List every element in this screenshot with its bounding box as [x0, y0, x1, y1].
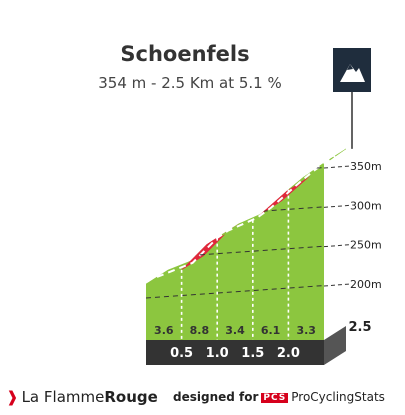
altitude-tick-label: 300m — [350, 199, 382, 212]
flame-icon: ❱ — [6, 388, 19, 406]
distance-band-side — [324, 326, 346, 365]
distance-tick-label: 0.5 — [170, 346, 193, 361]
distance-tick-label: 2.5 — [348, 320, 371, 335]
distance-band — [146, 340, 324, 365]
chart-title: Schoenfels — [120, 42, 250, 66]
chart-subtitle: 354 m - 2.5 Km at 5.1 % — [98, 74, 282, 92]
gradient-label: 3.3 — [296, 324, 316, 337]
altitude-gridline-tail — [323, 204, 351, 208]
mountain-summit-icon — [340, 64, 365, 82]
brand-suffix: Rouge — [104, 388, 158, 406]
gradient-label: 3.4 — [225, 324, 245, 337]
designed-for-credit: designed for PCS ProCyclingStats — [173, 390, 385, 404]
altitude-gridline-tail — [323, 244, 351, 248]
distance-tick-label: 1.0 — [206, 346, 229, 361]
brand-prefix: La Flamme — [21, 388, 105, 406]
pcs-badge: PCS — [261, 393, 289, 403]
altitude-tick-label: 200m — [350, 278, 382, 291]
designed-for-label: designed for — [173, 390, 259, 404]
altitude-gridline-tail — [323, 165, 351, 169]
altitude-tick-label: 350m — [350, 160, 382, 173]
gradient-label: 3.6 — [154, 324, 174, 337]
gradient-label: 8.8 — [190, 324, 210, 337]
altitude-gridline — [146, 283, 324, 299]
mountain-snowcap-detail — [347, 64, 353, 70]
gradient-label: 6.1 — [261, 324, 281, 337]
altitude-gridline — [146, 244, 324, 260]
la-flamme-rouge-logo: ❱ La FlammeRouge — [6, 388, 158, 406]
altitude-gridline-tail — [323, 283, 351, 287]
altitude-tick-label: 250m — [350, 239, 382, 252]
procyclingstats-label: ProCyclingStats — [291, 390, 385, 404]
distance-tick-label: 2.0 — [277, 346, 300, 361]
profile-face — [146, 162, 324, 340]
distance-tick-label: 1.5 — [241, 346, 264, 361]
